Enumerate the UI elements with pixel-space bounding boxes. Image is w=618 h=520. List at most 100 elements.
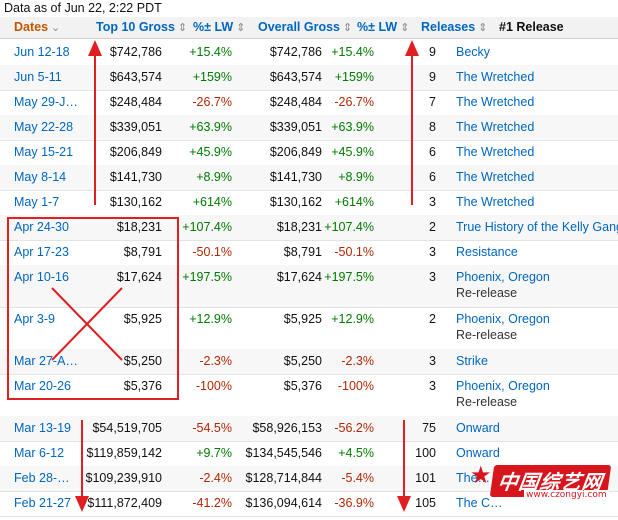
top10-gross: $141,730 [109, 170, 162, 184]
releases-count: 3 [429, 245, 436, 259]
table-row: Jun 5-11 $643,574 +159% $643,574 +159% 9 The W… [0, 65, 618, 91]
lw-change-overall: +15.4% [331, 45, 374, 59]
top10-gross: $119,859,142 [86, 446, 162, 460]
table-row: May 22-28 $339,051 +63.9% $339,051 +63.9% 8 Th… [0, 115, 618, 141]
date-range-link[interactable]: Mar 27-A… [14, 354, 78, 368]
date-range-link[interactable]: May 22-28 [14, 120, 74, 134]
top-release-link[interactable]: Strike [456, 354, 488, 368]
top10-gross: $248,484 [109, 95, 162, 109]
date-range-link[interactable]: May 15-21 [14, 145, 74, 159]
releases-count: 3 [429, 379, 436, 393]
lw-change-top10: +45.9% [189, 145, 232, 159]
top10-gross: $643,574 [109, 70, 162, 84]
overall-gross: $5,250 [283, 354, 322, 368]
releases-count: 105 [415, 496, 436, 510]
header-lw-change-overall[interactable]: %± LW ⇕ [357, 20, 410, 34]
lw-change-top10: +159% [192, 70, 232, 84]
top-release-link[interactable]: Phoenix, Oregon [456, 270, 550, 284]
table-row: Mar 20-26 $5,376 -100% $5,376 -100% 3 Phoenix,… [0, 374, 618, 417]
lw-change-top10: -41.2% [192, 496, 232, 510]
top10-gross: $5,376 [123, 379, 162, 393]
date-range-link[interactable]: Apr 10-16 [14, 270, 69, 284]
overall-gross: $206,849 [269, 145, 322, 159]
table-row: May 8-14 $141,730 +8.9% $141,730 +8.9% 6 The W… [0, 165, 618, 191]
top10-gross: $130,162 [109, 195, 162, 209]
date-range-link[interactable]: Mar 13-19 [14, 421, 71, 435]
lw-change-overall: +4.5% [338, 446, 374, 460]
top-release-link[interactable]: Phoenix, Oregon [456, 312, 550, 326]
top10-gross: $109,239,910 [85, 471, 162, 485]
top10-gross: $742,786 [109, 45, 162, 59]
date-range-link[interactable]: Apr 3-9 [14, 312, 55, 326]
header-top-release: #1 Release [499, 20, 564, 34]
overall-gross: $742,786 [269, 45, 322, 59]
overall-gross: $58,926,153 [252, 421, 322, 435]
date-range-link[interactable]: May 29-J… [14, 95, 78, 109]
top-release-link[interactable]: The Wretched [456, 70, 535, 84]
header-dates[interactable]: Dates ⌄ [14, 20, 61, 34]
table-row: Apr 17-23 $8,791 -50.1% $8,791 -50.1% 3 Resist… [0, 240, 618, 266]
top10-gross: $339,051 [109, 120, 162, 134]
overall-gross: $248,484 [269, 95, 322, 109]
top-release-link[interactable]: The Wretched [456, 195, 535, 209]
top-release-link[interactable]: The… [456, 471, 491, 485]
date-range-link[interactable]: May 8-14 [14, 170, 67, 184]
lw-change-top10: +8.9% [196, 170, 232, 184]
header-lw-change-top10[interactable]: %± LW ⇕ [193, 20, 246, 34]
date-range-link[interactable]: Feb 28-… [14, 471, 70, 485]
header-releases[interactable]: Releases ⇕ [421, 20, 488, 34]
lw-change-top10: +15.4% [189, 45, 232, 59]
sort-icon: ⇕ [478, 22, 488, 34]
header-overall-gross[interactable]: Overall Gross ⇕ [258, 20, 353, 34]
top-release-link[interactable]: The Wretched [456, 120, 535, 134]
header-top10-gross[interactable]: Top 10 Gross ⇕ [96, 20, 188, 34]
top10-gross: $5,925 [123, 312, 162, 326]
releases-count: 101 [415, 471, 436, 485]
top-release-link[interactable]: The Wretched [456, 145, 535, 159]
top-release-link[interactable]: Becky [456, 45, 491, 59]
top-release-link[interactable]: Onward [456, 446, 500, 460]
date-range-link[interactable]: Mar 20-26 [14, 379, 71, 393]
top-release-link[interactable]: The C… [456, 496, 503, 510]
lw-change-top10: -54.5% [192, 421, 232, 435]
sort-icon: ⇕ [343, 22, 353, 34]
date-range-link[interactable]: Apr 17-23 [14, 245, 69, 259]
top-release-link[interactable]: Onward [456, 421, 500, 435]
lw-change-top10: -2.4% [199, 471, 232, 485]
release-note: Re-release [456, 328, 518, 342]
releases-count: 2 [429, 312, 436, 326]
top-release-link[interactable]: The Wretched [456, 95, 535, 109]
lw-change-top10: +63.9% [189, 120, 232, 134]
date-range-link[interactable]: Jun 5-11 [14, 70, 62, 84]
date-range-link[interactable]: Apr 24-30 [14, 220, 69, 234]
date-range-link[interactable]: May 1-7 [14, 195, 60, 209]
top-release-link[interactable]: The Wretched [456, 170, 535, 184]
top-release-link[interactable]: True History of the Kelly Gang [456, 220, 618, 234]
sort-desc-icon: ⌄ [51, 22, 61, 34]
table-row: Apr 3-9 $5,925 +12.9% $5,925 +12.9% 2 Phoenix,… [0, 307, 618, 350]
sort-icon: ⇕ [400, 22, 410, 34]
releases-count: 3 [429, 354, 436, 368]
top-release-link[interactable]: Phoenix, Oregon [456, 379, 550, 393]
overall-gross: $136,094,614 [245, 496, 322, 510]
lw-change-top10: +614% [192, 195, 232, 209]
overall-gross: $5,376 [283, 379, 322, 393]
date-range-link[interactable]: Jun 12-18 [14, 45, 70, 59]
overall-gross: $643,574 [269, 70, 322, 84]
top10-gross: $17,624 [116, 270, 162, 284]
lw-change-overall: +107.4% [324, 220, 374, 234]
watermark-logo: ★ 中国综艺网 www.czongyi.com [470, 462, 618, 500]
date-range-link[interactable]: Mar 6-12 [14, 446, 65, 460]
sort-icon: ⇕ [177, 22, 188, 34]
table-header: Dates ⌄ Top 10 Gross ⇕ %± LW ⇕ Overall Gros… [0, 17, 618, 39]
lw-change-overall: +614% [334, 195, 374, 209]
release-note: Re-release [456, 286, 518, 300]
star-icon: ★ [470, 462, 492, 489]
releases-count: 9 [429, 70, 436, 84]
date-range-link[interactable]: Feb 21-27 [14, 496, 71, 510]
releases-count: 8 [429, 120, 436, 134]
lw-change-overall: -56.2% [334, 421, 374, 435]
table-row: May 15-21 $206,849 +45.9% $206,849 +45.9% 6 Th… [0, 140, 618, 166]
top-release-link[interactable]: Resistance [456, 245, 518, 259]
lw-change-top10: +12.9% [189, 312, 232, 326]
